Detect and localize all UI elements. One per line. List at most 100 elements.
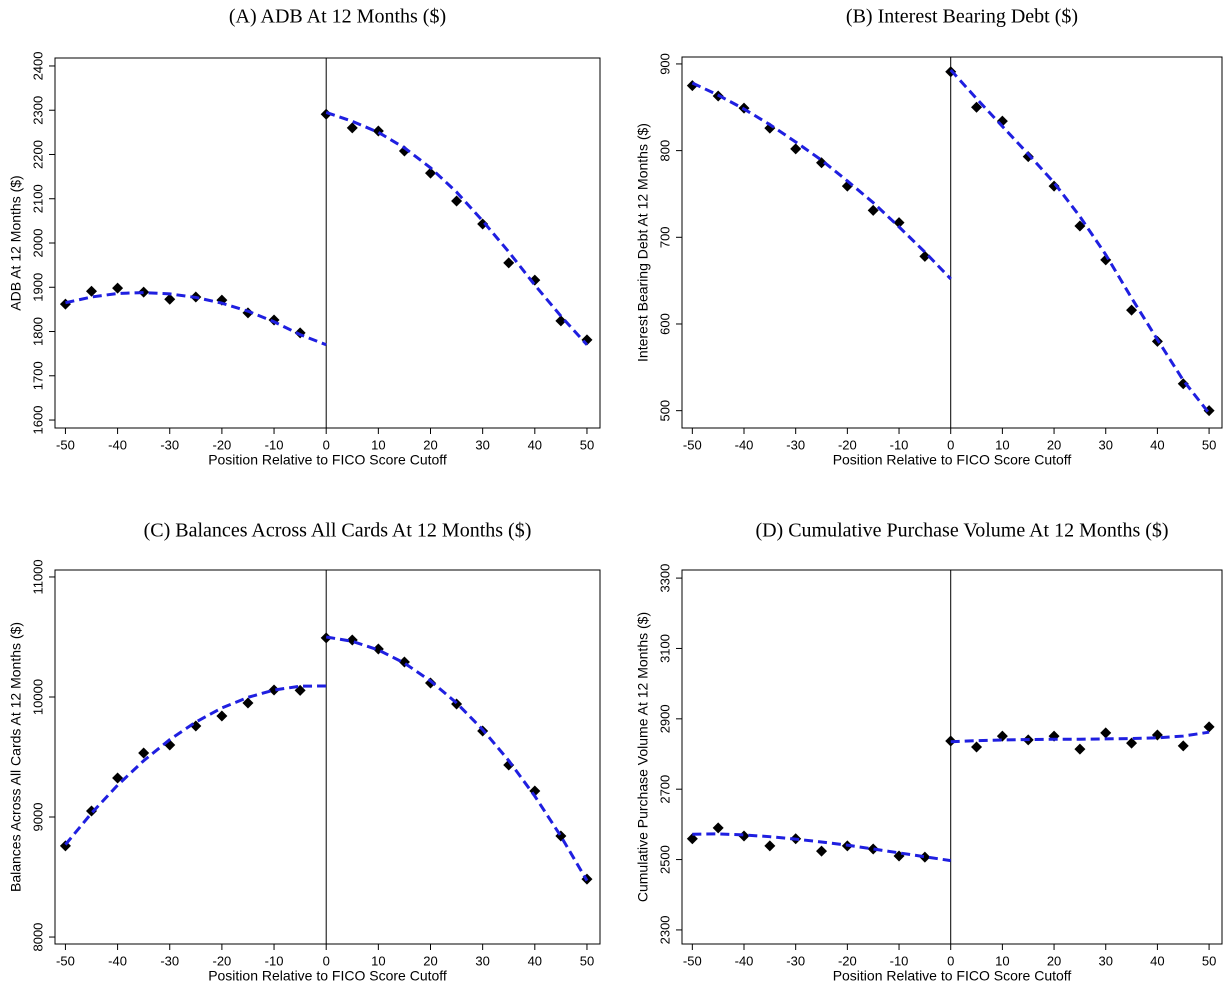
y-tick-label: 800 [657, 140, 672, 162]
y-tick-label: 2200 [30, 140, 45, 169]
data-point [138, 747, 150, 759]
y-tick-label: 2900 [657, 704, 672, 733]
y-axis-label: Interest Bearing Debt At 12 Months ($) [635, 123, 651, 362]
x-tick-label: 0 [947, 953, 954, 968]
data-point [242, 697, 254, 709]
y-tick-label: 3300 [657, 564, 672, 593]
data-point [1126, 737, 1138, 749]
x-tick-label: 40 [528, 953, 542, 968]
y-tick-label: 10000 [30, 679, 45, 715]
fit-line [692, 832, 951, 863]
data-point [971, 741, 983, 753]
data-point [764, 840, 776, 852]
x-tick-label: -50 [683, 953, 702, 968]
data-point [1048, 180, 1060, 192]
data-point [712, 822, 724, 834]
x-tick-label: 0 [947, 437, 954, 452]
x-tick-label: 20 [1047, 437, 1061, 452]
x-tick-label: -40 [735, 437, 754, 452]
data-point [1022, 151, 1034, 163]
x-tick-label: 20 [1047, 953, 1061, 968]
data-point [555, 315, 567, 327]
x-tick-label: -50 [56, 953, 75, 968]
x-tick-label: 40 [1150, 953, 1164, 968]
data-point [1203, 721, 1215, 733]
data-point [1100, 727, 1112, 739]
x-tick-label: 30 [475, 953, 489, 968]
data-point [477, 218, 489, 230]
y-tick-label: 1900 [30, 273, 45, 302]
x-axis-label: Position Relative to FICO Score Cutoff [833, 968, 1072, 984]
data-point [86, 285, 98, 297]
x-tick-label: 50 [1202, 437, 1216, 452]
x-tick-label: -10 [265, 437, 284, 452]
y-tick-label: 900 [657, 53, 672, 75]
x-tick-label: -10 [890, 437, 909, 452]
x-tick-label: -20 [838, 437, 857, 452]
y-tick-label: 1700 [30, 361, 45, 390]
x-tick-label: -30 [786, 953, 805, 968]
data-point [425, 167, 437, 179]
y-axis-label: Cumulative Purchase Volume At 12 Months … [635, 612, 651, 902]
data-point [1074, 220, 1086, 232]
x-tick-label: -50 [683, 437, 702, 452]
data-point [1074, 743, 1086, 755]
y-tick-label: 1800 [30, 317, 45, 346]
x-tick-label: 10 [371, 953, 385, 968]
data-point [164, 293, 176, 305]
fit-line [950, 730, 1210, 744]
fit-line [949, 68, 1211, 415]
x-tick-label: 30 [1098, 437, 1112, 452]
data-point [216, 710, 228, 722]
data-point [686, 833, 698, 845]
y-tick-label: 1600 [30, 406, 45, 435]
x-tick-label: -50 [56, 437, 75, 452]
data-point [738, 830, 750, 842]
y-tick-label: 2500 [657, 845, 672, 874]
x-tick-label: -10 [265, 953, 284, 968]
x-tick-label: 30 [1098, 953, 1112, 968]
data-point [1126, 304, 1138, 316]
x-tick-label: 10 [995, 437, 1009, 452]
x-tick-label: -30 [160, 953, 179, 968]
data-point [919, 851, 931, 863]
x-tick-label: 40 [1150, 437, 1164, 452]
x-tick-label: -20 [838, 953, 857, 968]
data-point [268, 684, 280, 696]
y-tick-label: 8000 [30, 923, 45, 952]
x-tick-label: -30 [786, 437, 805, 452]
x-tick-label: -20 [212, 953, 231, 968]
y-tick-label: 2300 [30, 96, 45, 125]
y-tick-label: 500 [657, 400, 672, 422]
data-point [867, 204, 879, 216]
data-point [451, 195, 463, 207]
x-tick-label: 0 [323, 437, 330, 452]
x-tick-label: 40 [528, 437, 542, 452]
x-tick-label: 20 [423, 437, 437, 452]
data-point [893, 217, 905, 229]
data-point [320, 108, 332, 120]
y-tick-label: 11000 [30, 559, 45, 594]
y-tick-label: 600 [657, 313, 672, 335]
fit-line [65, 291, 327, 347]
y-tick-label: 2100 [30, 184, 45, 213]
data-point [59, 298, 71, 310]
data-point [112, 282, 124, 294]
plot-frame [681, 56, 1223, 429]
fit-line [325, 111, 589, 346]
x-tick-label: 30 [475, 437, 489, 452]
plot-frame [681, 569, 1223, 945]
y-tick-label: 3100 [657, 634, 672, 663]
y-axis-label: ADB At 12 Months ($) [8, 175, 24, 310]
fit-line [325, 635, 589, 882]
y-tick-label: 700 [657, 226, 672, 248]
x-tick-label: -40 [108, 437, 127, 452]
y-axis-label: Balances Across All Cards At 12 Months (… [8, 622, 24, 892]
data-point [867, 843, 879, 855]
x-tick-label: -40 [735, 953, 754, 968]
x-tick-label: 50 [1202, 953, 1216, 968]
y-tick-label: 2000 [30, 229, 45, 258]
data-point [816, 845, 828, 857]
data-point [790, 143, 802, 155]
